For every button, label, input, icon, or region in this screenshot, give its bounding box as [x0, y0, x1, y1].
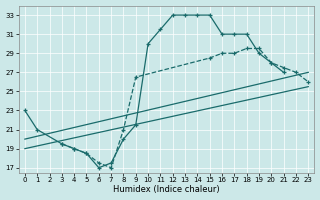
X-axis label: Humidex (Indice chaleur): Humidex (Indice chaleur): [113, 185, 220, 194]
